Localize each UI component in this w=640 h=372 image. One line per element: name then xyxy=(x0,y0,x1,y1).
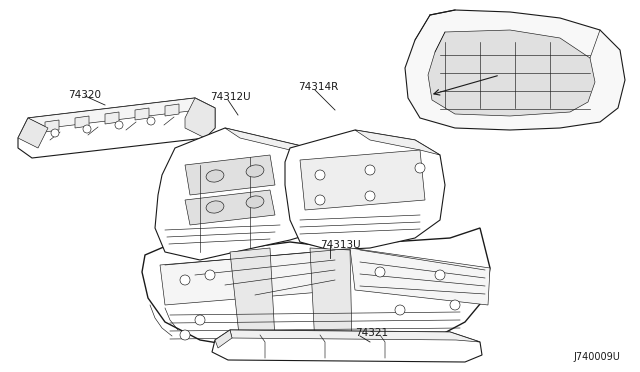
Polygon shape xyxy=(155,128,340,260)
Ellipse shape xyxy=(206,170,224,182)
Circle shape xyxy=(147,117,155,125)
Polygon shape xyxy=(215,330,232,348)
Text: 74321: 74321 xyxy=(355,328,388,338)
Text: J740009U: J740009U xyxy=(573,352,620,362)
Circle shape xyxy=(83,125,91,133)
Text: 74320: 74320 xyxy=(68,90,101,100)
Circle shape xyxy=(180,330,190,340)
Polygon shape xyxy=(428,30,595,116)
Circle shape xyxy=(415,163,425,173)
Circle shape xyxy=(375,267,385,277)
Polygon shape xyxy=(45,120,59,132)
Polygon shape xyxy=(225,128,340,165)
Circle shape xyxy=(365,165,375,175)
Ellipse shape xyxy=(246,165,264,177)
Circle shape xyxy=(450,300,460,310)
Circle shape xyxy=(205,270,215,280)
Polygon shape xyxy=(405,10,625,130)
Text: 74313U: 74313U xyxy=(320,240,360,250)
Circle shape xyxy=(195,315,205,325)
Polygon shape xyxy=(185,155,275,195)
Polygon shape xyxy=(300,150,425,210)
Polygon shape xyxy=(230,330,480,342)
Polygon shape xyxy=(142,228,490,352)
Circle shape xyxy=(365,191,375,201)
Polygon shape xyxy=(185,98,215,138)
Circle shape xyxy=(180,275,190,285)
Polygon shape xyxy=(28,98,215,128)
Circle shape xyxy=(395,305,405,315)
Circle shape xyxy=(435,270,445,280)
Circle shape xyxy=(51,129,59,137)
Circle shape xyxy=(315,195,325,205)
Text: 74314R: 74314R xyxy=(298,82,339,92)
Polygon shape xyxy=(18,118,48,148)
Circle shape xyxy=(115,121,123,129)
Polygon shape xyxy=(212,330,482,362)
Polygon shape xyxy=(105,112,119,124)
Polygon shape xyxy=(285,130,445,250)
Polygon shape xyxy=(350,248,490,305)
Circle shape xyxy=(315,170,325,180)
Polygon shape xyxy=(75,116,89,128)
Ellipse shape xyxy=(206,201,224,213)
Polygon shape xyxy=(355,130,440,155)
Polygon shape xyxy=(165,104,179,116)
Polygon shape xyxy=(310,248,352,346)
Polygon shape xyxy=(135,108,149,120)
Polygon shape xyxy=(18,98,215,158)
Polygon shape xyxy=(230,248,275,344)
Polygon shape xyxy=(185,190,275,225)
Ellipse shape xyxy=(246,196,264,208)
Polygon shape xyxy=(160,250,345,305)
Text: 74312U: 74312U xyxy=(210,92,251,102)
